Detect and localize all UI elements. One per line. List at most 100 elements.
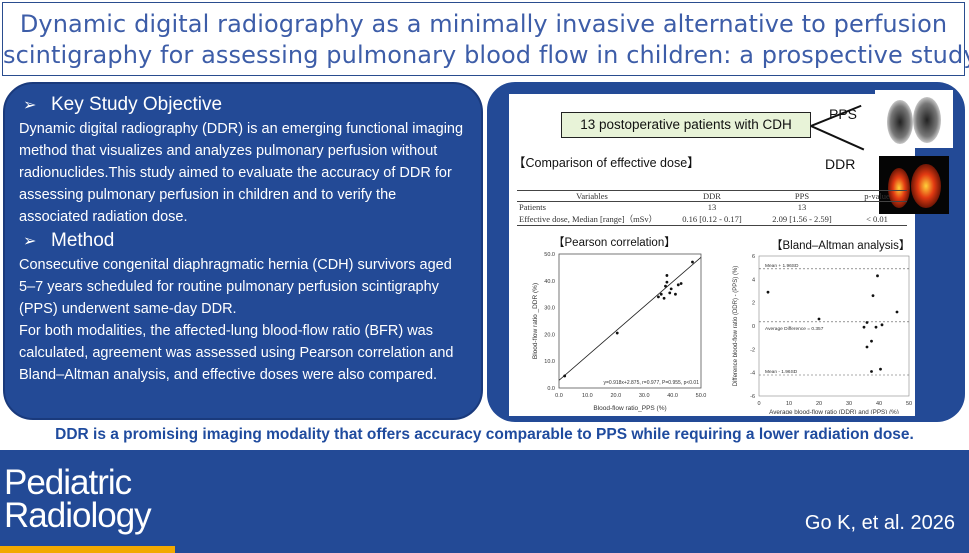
citation: Go K, et al. 2026 [804, 512, 955, 534]
table-row: Effective dose, Median [range]（mSv） 0.16… [517, 212, 907, 226]
data-point [664, 284, 667, 288]
conclusion-text: DDR is a promising imaging modality that… [55, 426, 914, 443]
data-point [870, 370, 873, 373]
title-line-1: Dynamic digital radiography as a minimal… [19, 10, 948, 38]
y-tick-label: 50.0 [544, 252, 555, 258]
objective-text: Dynamic digital radiography (DDR) is an … [19, 118, 469, 228]
table-cell: Patients [519, 202, 546, 213]
table-row: Patients 13 13 [517, 202, 907, 213]
journal-logo-line-2: Radiology [4, 496, 152, 535]
x-tick-label: 30 [846, 401, 852, 407]
data-point [879, 367, 882, 371]
ddr-label: DDR [825, 156, 856, 172]
data-point [865, 345, 869, 349]
method-text: Consecutive congenital diaphragmatic her… [19, 254, 469, 386]
y-tick-label: 2 [752, 301, 755, 307]
data-point [665, 280, 669, 284]
y-tick-label: 40.0 [544, 279, 555, 285]
data-point [563, 374, 567, 378]
y-tick-label: 30.0 [544, 306, 555, 312]
data-point [865, 321, 869, 324]
table-header-cell: DDR [667, 190, 757, 202]
data-point [766, 290, 770, 294]
y-tick-label: 4 [752, 277, 755, 283]
x-tick-label: 0.0 [555, 393, 563, 399]
x-tick-label: 30.0 [639, 393, 650, 399]
y-tick-label: 6 [752, 254, 755, 260]
reference-line-label: Mean + 1.96SD [765, 263, 799, 269]
y-tick-label: -6 [750, 394, 755, 400]
data-point [870, 339, 873, 343]
table-cell: 2.09 [1.56 - 2.59] [757, 212, 847, 226]
figure-canvas: 13 postoperative patients with CDH PPS D… [509, 90, 953, 416]
journal-bar [0, 450, 969, 553]
y-tick-label: -2 [750, 347, 755, 353]
data-point [876, 274, 879, 278]
x-tick-label: 50 [906, 401, 912, 407]
data-point [895, 310, 899, 314]
y-tick-label: 10.0 [544, 359, 555, 365]
data-point [691, 260, 694, 264]
bland-altman-chart: -6 -4 -2 0 2 4 6 0 10 20 30 40 50 Mean + 1.96SD Averag… [733, 254, 912, 414]
logo-accent-bar [0, 546, 175, 553]
data-point [665, 274, 669, 277]
arrow-bullet-icon: ➢ [23, 95, 37, 114]
data-point [880, 323, 884, 327]
y-tick-label: 20.0 [544, 332, 555, 338]
data-point [874, 325, 878, 329]
y-tick-label: 0.0 [547, 386, 555, 392]
data-point [657, 295, 660, 299]
x-tick-label: 20 [816, 401, 822, 407]
x-tick-label: 10 [786, 401, 792, 407]
method-paragraph-2: For both modalities, the affected-lung b… [19, 323, 454, 383]
table-header-cell: p-value [847, 190, 907, 202]
method-heading: ➢ Method [23, 230, 469, 252]
reference-line-label: Average Difference = 0.357 [765, 326, 824, 332]
dose-table-title: 【Comparison of effective dose】 [513, 156, 700, 170]
y-tick-label: 0 [752, 324, 755, 330]
method-paragraph-1: Consecutive congenital diaphragmatic her… [19, 257, 452, 317]
objective-heading: ➢ Key Study Objective [23, 94, 469, 116]
data-point [674, 292, 677, 296]
title-line-2: scintigraphy for assessing pulmonary blo… [3, 41, 969, 69]
table-header-row: Variables DDR PPS p-value [517, 190, 907, 202]
dose-table: Variables DDR PPS p-value Patients 13 13… [517, 190, 907, 226]
data-point [669, 287, 673, 291]
method-heading-label: Method [51, 230, 115, 251]
ddr-scan-image [879, 156, 949, 214]
data-point [615, 331, 619, 335]
data-point [676, 283, 680, 287]
objective-paragraph: Dynamic digital radiography (DDR) is an … [19, 121, 464, 225]
x-tick-label: 0 [757, 401, 760, 407]
x-tick-label: 50.0 [696, 393, 707, 399]
data-point [817, 317, 821, 321]
plot-frame [558, 253, 702, 389]
x-tick-label: 40.0 [667, 393, 678, 399]
patients-box: 13 postoperative patients with CDH [561, 112, 811, 138]
figure-panel: 13 postoperative patients with CDH PPS D… [487, 82, 965, 422]
data-point [871, 294, 875, 298]
pps-label: PPS [829, 106, 858, 122]
journal-logo-line-1: Pediatric [4, 463, 132, 502]
table-cell: 0.16 [0.12 - 0.17] [667, 212, 757, 226]
table-header-cell: PPS [757, 190, 847, 202]
y-tick-label: -4 [750, 371, 755, 377]
summary-panel: ➢ Key Study Objective Dynamic digital ra… [3, 82, 483, 420]
journal-logo: Pediatric Radiology [4, 463, 152, 535]
plot-frame [758, 255, 910, 397]
table-cell: < 0.01 [847, 212, 907, 226]
pps-scan-image [875, 90, 953, 148]
table-cell: 13 [707, 202, 717, 213]
data-point [862, 325, 866, 329]
x-tick-label: 20.0 [610, 393, 621, 399]
data-point [668, 291, 672, 295]
table-header-cell: Variables [517, 190, 667, 202]
table-cell: Effective dose, Median [range]（mSv） [517, 212, 667, 226]
x-tick-label: 40 [876, 401, 882, 407]
data-point [679, 282, 683, 285]
x-axis-label: Blood-flow ratio_PPS (%) [593, 405, 666, 412]
data-point [659, 292, 663, 296]
title-box: Dynamic digital radiography as a minimal… [2, 2, 969, 76]
table-cell [847, 202, 907, 213]
regression-annotation: y=0.918x+2.875, r=0.977, P=0.955, p<0.01 [604, 380, 700, 386]
